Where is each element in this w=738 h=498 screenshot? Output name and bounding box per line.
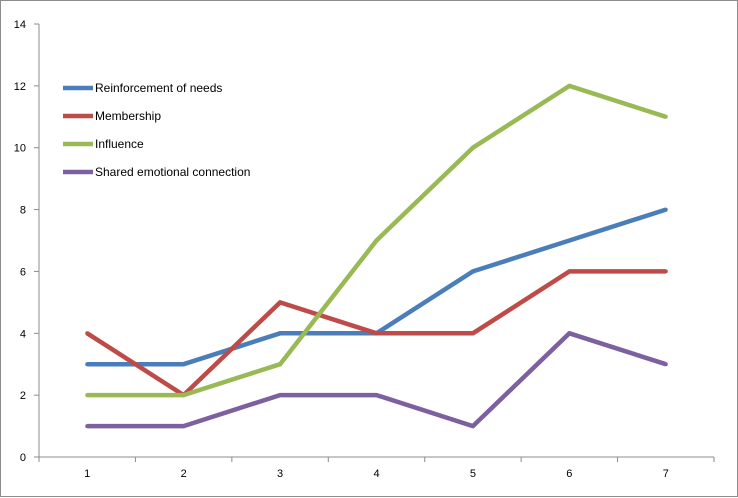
data-point	[374, 238, 379, 243]
data-point	[85, 331, 90, 336]
y-tick-label: 8	[20, 205, 26, 217]
series-group	[85, 83, 668, 429]
data-point	[663, 269, 668, 274]
data-point	[567, 269, 572, 274]
x-tick-label: 7	[663, 468, 669, 480]
y-tick-label: 4	[20, 328, 26, 340]
data-point	[567, 83, 572, 88]
data-point	[85, 424, 90, 429]
y-tick-label: 2	[20, 390, 26, 402]
data-point	[278, 300, 283, 305]
legend-label: Shared emotional connection	[95, 165, 250, 179]
y-tick-label: 14	[14, 19, 26, 31]
axes	[38, 24, 714, 458]
x-tick-label: 1	[84, 468, 90, 480]
y-tick-label: 6	[20, 266, 26, 278]
data-point	[181, 424, 186, 429]
y-axis-ticks: 0 2 4 6 8 10 12 14	[14, 19, 39, 464]
legend-label: Membership	[95, 109, 161, 123]
x-tick-label: 4	[373, 468, 379, 480]
x-tick-label: 6	[566, 468, 572, 480]
x-tick-label: 5	[470, 468, 476, 480]
series-line	[87, 331, 667, 429]
series-line	[87, 207, 667, 367]
data-point	[663, 362, 668, 367]
data-point	[85, 393, 90, 398]
data-point	[278, 362, 283, 367]
legend: Reinforcement of needs Membership Influenc…	[63, 81, 250, 179]
data-point	[181, 362, 186, 367]
data-point	[567, 238, 572, 243]
y-tick-label: 0	[20, 452, 26, 464]
x-tick-label: 2	[181, 468, 187, 480]
x-tick-label: 3	[277, 468, 283, 480]
data-point	[470, 331, 475, 336]
legend-label: Reinforcement of needs	[95, 81, 222, 95]
data-point	[470, 145, 475, 150]
legend-label: Influence	[95, 137, 144, 151]
data-point	[278, 331, 283, 336]
y-tick-label: 12	[14, 81, 26, 93]
data-point	[470, 269, 475, 274]
data-point	[374, 331, 379, 336]
data-point	[181, 393, 186, 398]
y-tick-label: 10	[14, 143, 26, 155]
data-point	[470, 424, 475, 429]
data-point	[278, 393, 283, 398]
x-axis-ticks: 1 2 3 4 5 6 7	[38, 457, 715, 480]
data-point	[663, 207, 668, 212]
data-point	[663, 114, 668, 119]
data-point	[374, 393, 379, 398]
data-point	[85, 362, 90, 367]
data-point	[567, 331, 572, 336]
